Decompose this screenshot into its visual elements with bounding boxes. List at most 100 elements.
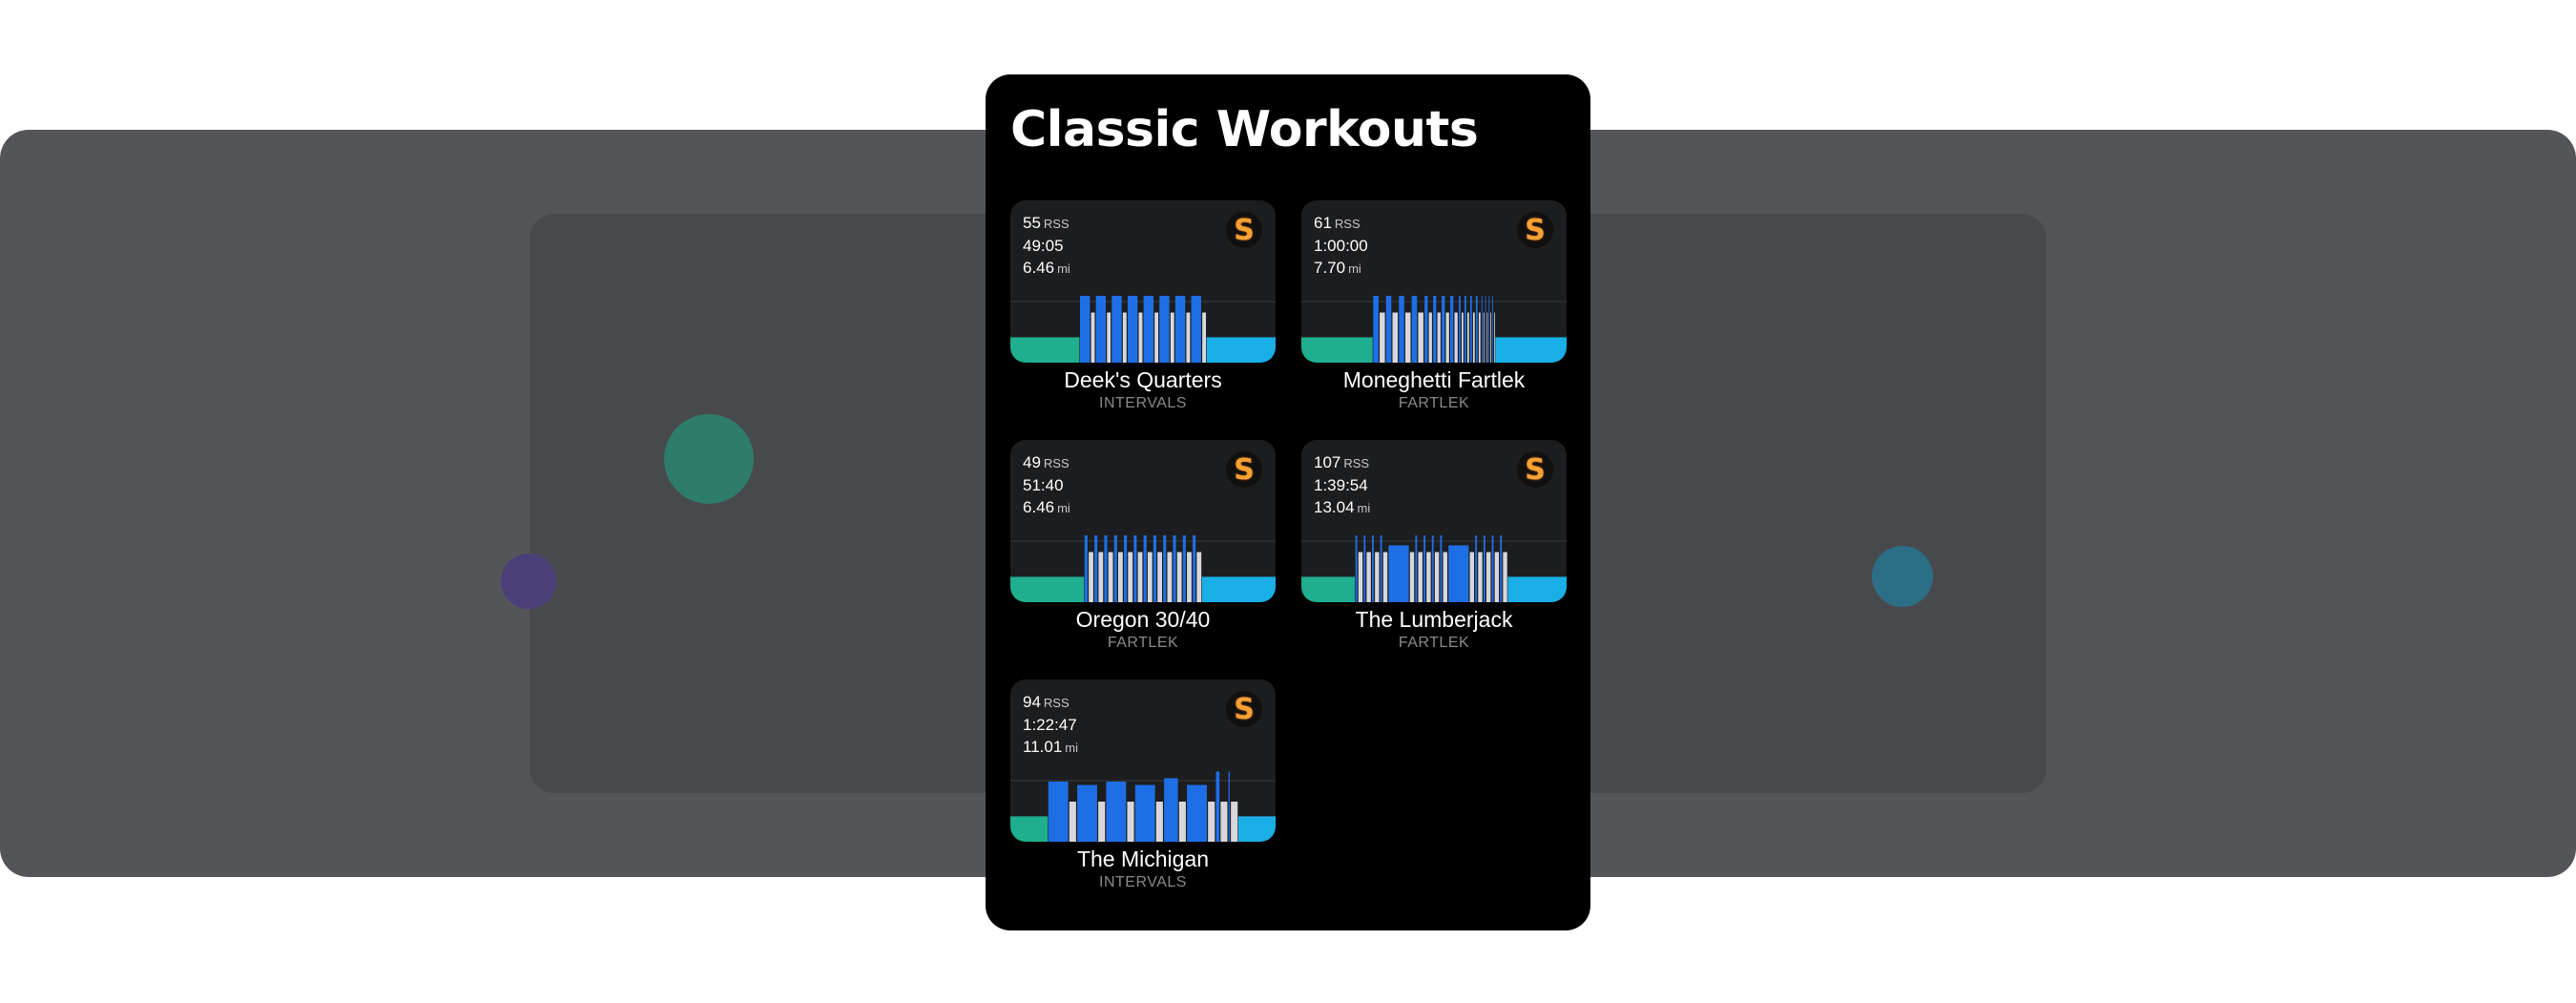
work-interval-bar (1450, 296, 1454, 363)
work-interval-bar (1380, 535, 1382, 602)
work-interval-bar (1483, 535, 1485, 602)
workout-card[interactable]: 61 RSS 1:00:00 7.70 mi S (1301, 200, 1567, 363)
recovery-bar (1404, 312, 1411, 363)
work-interval-bar (1153, 535, 1156, 602)
work-interval-bar (1191, 296, 1201, 363)
workout-stats: 107 RSS 1:39:54 13.04 mi (1314, 451, 1370, 519)
recovery-bar (1490, 312, 1492, 363)
warmup-bar (1010, 576, 1085, 602)
workout-tile[interactable]: 61 RSS 1:00:00 7.70 mi S Moneghetti Fartle… (1301, 200, 1567, 426)
workout-tile[interactable]: 107 RSS 1:39:54 13.04 mi S The Lumberjack … (1301, 440, 1567, 665)
workout-card[interactable]: 55 RSS 49:05 6.46 mi S (1010, 200, 1276, 363)
recovery-bar (1178, 802, 1186, 842)
work-interval-bar (1442, 296, 1445, 363)
cooldown-bar (1507, 576, 1567, 602)
rss-unit: RSS (1043, 217, 1070, 231)
recovery-bar (1494, 552, 1500, 602)
duration-value: 1:22:47 (1023, 716, 1077, 734)
recovery-bar (1483, 312, 1485, 363)
recovery-bar (1503, 552, 1507, 602)
workout-profile-chart (1010, 296, 1276, 363)
work-interval-bar (1187, 784, 1207, 842)
workout-card[interactable]: 94 RSS 1:22:47 11.01 mi S (1010, 679, 1276, 842)
distance-value: 7.70 (1314, 259, 1346, 277)
stryd-s-icon: S (1226, 451, 1262, 488)
cooldown-bar (1237, 816, 1276, 842)
recovery-bar (1186, 312, 1191, 363)
work-interval-bar (1173, 535, 1176, 602)
work-interval-bar (1440, 535, 1443, 602)
recovery-bar (1472, 312, 1475, 363)
work-interval-bar (1174, 296, 1186, 363)
work-interval-bar (1094, 535, 1098, 602)
recovery-bar (1128, 552, 1133, 602)
work-interval-bar (1111, 296, 1122, 363)
workout-tile[interactable]: 94 RSS 1:22:47 11.01 mi S The Michigan INT… (1010, 679, 1276, 905)
duration-value: 1:39:54 (1314, 476, 1368, 494)
work-interval-bar (1143, 535, 1147, 602)
recovery-bar (1098, 552, 1104, 602)
rss-value: 107 (1314, 453, 1341, 471)
warmup-bar (1010, 337, 1080, 363)
page-title: Classic Workouts (1010, 101, 1479, 158)
distance-unit: mi (1065, 741, 1078, 755)
work-interval-bar (1215, 771, 1220, 842)
warmup-bar (1301, 576, 1356, 602)
work-interval-bar (1475, 296, 1478, 363)
work-interval-bar (1363, 535, 1366, 602)
workout-name: Moneghetti Fartlek (1342, 367, 1526, 392)
recovery-bar (1196, 552, 1202, 602)
workouts-screen: Classic Workouts 55 RSS 49:05 6.46 mi S De… (986, 74, 1590, 930)
work-interval-bar (1399, 296, 1404, 363)
recovery-bar (1428, 312, 1432, 363)
work-interval-bar (1464, 296, 1466, 363)
recovery-bar (1069, 802, 1076, 842)
stryd-s-icon: S (1226, 691, 1262, 727)
duration-value: 51:40 (1023, 476, 1064, 494)
recovery-bar (1202, 312, 1207, 363)
recovery-bar (1418, 552, 1423, 602)
work-interval-bar (1469, 296, 1472, 363)
recovery-bar (1108, 552, 1113, 602)
workout-name: The Lumberjack (1355, 607, 1513, 632)
distance-value: 11.01 (1023, 738, 1063, 756)
workout-stats: 94 RSS 1:22:47 11.01 mi (1023, 691, 1078, 759)
workout-card[interactable]: 49 RSS 51:40 6.46 mi S (1010, 440, 1276, 602)
workout-stats: 49 RSS 51:40 6.46 mi (1023, 451, 1070, 519)
recovery-bar (1358, 552, 1363, 602)
rss-unit: RSS (1334, 217, 1361, 231)
work-interval-bar (1134, 784, 1155, 842)
workout-category: INTERVALS (1099, 874, 1187, 890)
recovery-bar (1437, 312, 1441, 363)
recovery-bar (1445, 312, 1449, 363)
recovery-bar (1392, 312, 1399, 363)
workout-card[interactable]: 107 RSS 1:39:54 13.04 mi S (1301, 440, 1567, 602)
rss-value: 49 (1023, 453, 1041, 471)
work-interval-bar (1492, 296, 1493, 363)
duration-value: 49:05 (1023, 237, 1064, 255)
work-interval-bar (1193, 535, 1196, 602)
recovery-bar (1147, 552, 1153, 602)
work-interval-bar (1431, 535, 1434, 602)
decorative-green-circle (664, 414, 754, 504)
recovery-bar (1382, 552, 1388, 602)
work-interval-bar (1355, 535, 1358, 602)
recovery-bar (1443, 552, 1447, 602)
workout-stats: 55 RSS 49:05 6.46 mi (1023, 212, 1070, 280)
recovery-bar (1485, 552, 1491, 602)
rss-unit: RSS (1043, 456, 1070, 470)
rss-value: 94 (1023, 693, 1041, 711)
work-interval-bar (1423, 535, 1425, 602)
workout-tile[interactable]: 55 RSS 49:05 6.46 mi S Deek's Quarters INT… (1010, 200, 1276, 426)
recovery-bar (1137, 552, 1143, 602)
stryd-s-icon: S (1226, 212, 1262, 248)
decorative-purple-circle (501, 554, 556, 609)
recovery-bar (1187, 552, 1192, 602)
recovery-bar (1208, 802, 1215, 842)
workout-profile-chart (1301, 296, 1567, 363)
recovery-bar (1231, 802, 1238, 842)
recovery-bar (1167, 552, 1173, 602)
recovery-bar (1220, 802, 1228, 842)
work-interval-bar (1433, 296, 1437, 363)
workout-tile[interactable]: 49 RSS 51:40 6.46 mi S Oregon 30/40 FARTLE… (1010, 440, 1276, 665)
